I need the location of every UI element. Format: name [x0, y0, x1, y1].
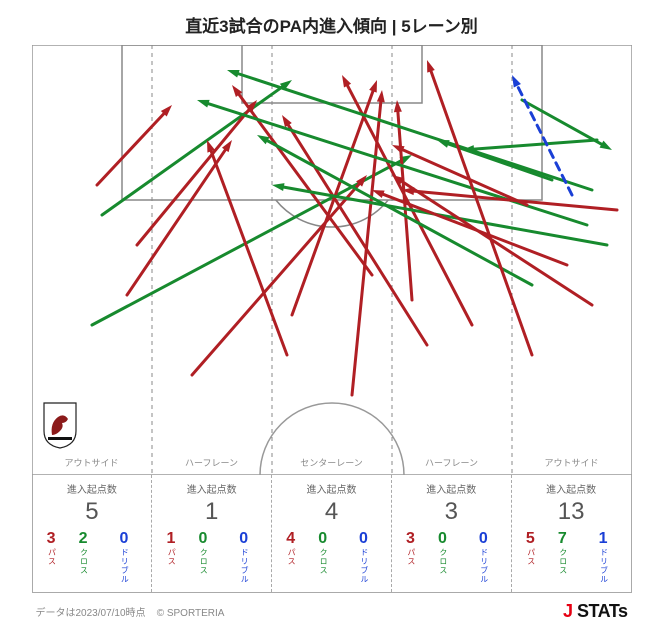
stat-num: 0 [438, 530, 447, 548]
stat-label: パス [526, 548, 535, 566]
stat-label: ドリブル [239, 548, 248, 584]
stat-total: 1 [156, 498, 267, 526]
stat-item: 0クロス [429, 530, 455, 584]
lane-label: ハーフレーン [152, 456, 272, 469]
stat-label: クロス [199, 548, 208, 575]
stat-title: 進入起点数 [396, 481, 507, 496]
stat-breakdown: 4パス0クロス0ドリブル [276, 530, 387, 584]
stat-num: 4 [286, 530, 295, 548]
brand-logo: J STATs [563, 601, 628, 622]
stat-item: 0ドリブル [466, 530, 501, 584]
stat-label: ドリブル [359, 548, 368, 584]
stat-label: パス [286, 548, 295, 566]
stat-title: 進入起点数 [276, 481, 387, 496]
stat-item: 0クロス [190, 530, 216, 584]
stat-num: 0 [119, 530, 128, 548]
team-logo [42, 401, 78, 449]
data-note: データは2023/07/10時点 [36, 608, 146, 619]
stat-num: 0 [359, 530, 368, 548]
stat-item: 1パス [162, 530, 180, 584]
stat-item: 0クロス [310, 530, 336, 584]
stat-item: 1ドリブル [585, 530, 620, 584]
stat-breakdown: 3パス0クロス0ドリブル [396, 530, 507, 584]
stat-num: 3 [47, 530, 56, 548]
stat-item: 3パス [402, 530, 420, 584]
stat-num: 0 [479, 530, 488, 548]
stat-total: 4 [276, 498, 387, 526]
stat-item: 7クロス [549, 530, 575, 584]
stat-item: 5パス [522, 530, 540, 584]
stat-label: パス [47, 548, 56, 566]
stats-cell: 進入起点数11パス0クロス0ドリブル [152, 475, 272, 592]
stat-num: 2 [79, 530, 88, 548]
lane-label: アウトサイド [32, 456, 152, 469]
credit: © SPORTERIA [157, 608, 225, 619]
stat-breakdown: 5パス 7クロス 1ドリブル [516, 530, 627, 584]
stat-label: クロス [79, 548, 88, 575]
stat-total: 5 [37, 498, 148, 526]
stat-title: 進入起点数 [37, 481, 148, 496]
stat-num: 7 [558, 530, 567, 548]
footer-credits: データは2023/07/10時点 © SPORTERIA [36, 604, 225, 619]
stat-num: 1 [599, 530, 608, 548]
stat-num: 0 [239, 530, 248, 548]
stat-item: 2クロス [70, 530, 96, 584]
lane-labels-row: アウトサイド ハーフレーン センターレーン ハーフレーン アウトサイド [32, 456, 632, 469]
stat-title: 進入起点数 [516, 481, 627, 496]
stat-item: 3パス [42, 530, 60, 584]
lane-label: センターレーン [272, 456, 392, 469]
stat-item: 4パス [282, 530, 300, 584]
stat-total: 13 [516, 498, 627, 526]
stat-label: ドリブル [479, 548, 488, 584]
stat-label: クロス [558, 548, 567, 575]
stat-label: ドリブル [119, 548, 128, 584]
stats-row: 進入起点数53パス2クロス0ドリブル進入起点数11パス0クロス0ドリブル進入起点… [32, 475, 632, 593]
stat-breakdown: 1パス0クロス0ドリブル [156, 530, 267, 584]
stats-cell: 進入起点数44パス0クロス0ドリブル [272, 475, 392, 592]
stats-cell: 進入起点数 13 5パス 7クロス 1ドリブル [512, 475, 631, 592]
stat-item: 0ドリブル [346, 530, 381, 584]
stats-cell: 進入起点数33パス0クロス0ドリブル [392, 475, 512, 592]
pitch-svg [32, 45, 632, 475]
chart-container: 直近3試合のPA内進入傾向 | 5レーン別 アウトサイド ハーフレーン センター… [0, 0, 663, 611]
stat-num: 0 [318, 530, 327, 548]
stats-cell: 進入起点数 5 3パス 2クロス 0ドリブル [33, 475, 153, 592]
stat-label: ドリブル [599, 548, 608, 584]
chart-title: 直近3試合のPA内進入傾向 | 5レーン別 [0, 0, 663, 45]
lane-label: アウトサイド [512, 456, 632, 469]
stat-num: 3 [406, 530, 415, 548]
stat-num: 0 [198, 530, 207, 548]
lane-label: ハーフレーン [392, 456, 512, 469]
stat-item: 0ドリブル [106, 530, 141, 584]
pitch-area: アウトサイド ハーフレーン センターレーン ハーフレーン アウトサイド [32, 45, 632, 475]
stat-item: 0ドリブル [226, 530, 261, 584]
stat-label: パス [406, 548, 415, 566]
stat-total: 3 [396, 498, 507, 526]
stat-label: クロス [318, 548, 327, 575]
stat-breakdown: 3パス 2クロス 0ドリブル [37, 530, 148, 584]
stat-label: パス [167, 548, 176, 566]
stat-label: クロス [438, 548, 447, 575]
stat-num: 1 [166, 530, 175, 548]
stat-num: 5 [526, 530, 535, 548]
stat-title: 進入起点数 [156, 481, 267, 496]
footer: データは2023/07/10時点 © SPORTERIA J STATs [32, 601, 632, 622]
